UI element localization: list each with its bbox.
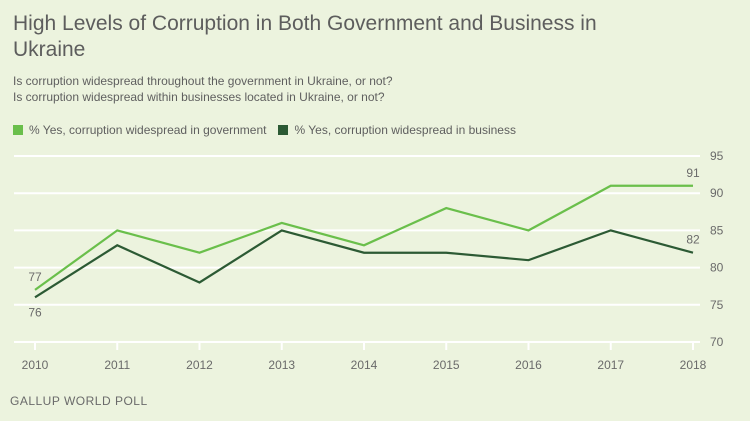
legend-label-government: % Yes, corruption widespread in governme…: [29, 123, 267, 137]
x-tick-label-2013: 2013: [268, 358, 295, 372]
y-tick-label-90: 90: [710, 186, 724, 200]
x-tick-label-2011: 2011: [104, 358, 130, 372]
x-tick-label-2014: 2014: [351, 358, 378, 372]
chart-subtitle-business: Is corruption widespread within business…: [13, 90, 385, 104]
legend-item-business: % Yes, corruption widespread in business: [278, 123, 516, 137]
chart-subtitle-government: Is corruption widespread throughout the …: [13, 74, 393, 88]
x-tick-label-2012: 2012: [186, 358, 213, 372]
x-tick-label-2018: 2018: [680, 358, 707, 372]
series-line-government: [34, 184, 693, 291]
series-line-business: [34, 229, 694, 299]
legend: % Yes, corruption widespread in governme…: [13, 123, 528, 137]
x-tick-label-2010: 2010: [22, 358, 49, 372]
data-label-2010-business: 76: [28, 305, 42, 319]
y-tick-label-95: 95: [710, 149, 724, 163]
y-tick-label-80: 80: [710, 261, 724, 275]
data-label-2018-business: 82: [686, 233, 700, 247]
legend-swatch-business: [278, 125, 289, 135]
y-tick-label-75: 75: [710, 298, 724, 312]
data-label-2018-government: 91: [686, 166, 700, 180]
chart-title: High Levels of Corruption in Both Govern…: [13, 12, 597, 61]
legend-swatch-government: [13, 125, 23, 135]
source-footer: GALLUP WORLD POLL: [10, 394, 148, 408]
data-label-2010-government: 77: [28, 270, 42, 284]
legend-label-business: % Yes, corruption widespread in business: [294, 123, 516, 137]
x-tick-label-2017: 2017: [597, 358, 624, 372]
x-tick-label-2016: 2016: [515, 358, 542, 372]
legend-item-government: % Yes, corruption widespread in governme…: [13, 123, 266, 137]
y-tick-label-85: 85: [710, 223, 724, 237]
y-tick-label-70: 70: [710, 335, 724, 349]
x-tick-label-2015: 2015: [433, 358, 460, 372]
